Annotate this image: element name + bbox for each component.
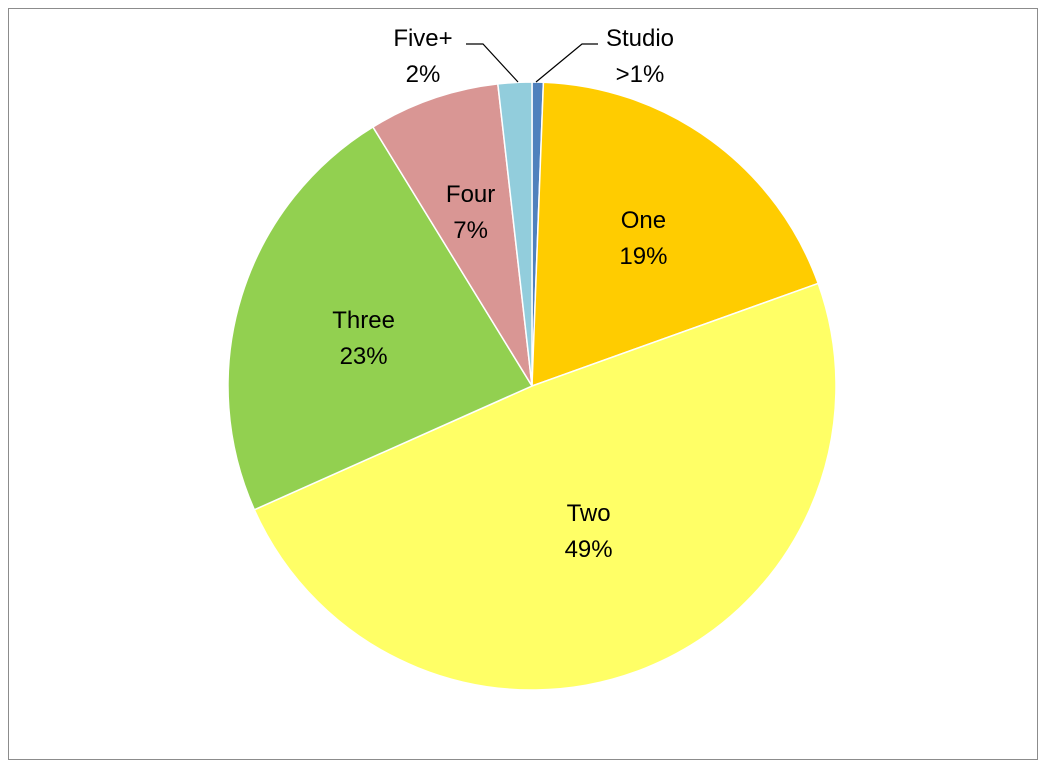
slice-label-name-one: One (621, 207, 666, 234)
slice-label-name-four: Four (446, 181, 495, 208)
slice-label-value-four: 7% (453, 217, 488, 244)
pie-slice-one (531, 81, 820, 388)
pie-slices (227, 81, 837, 691)
pie-labels: Studio >1% One 19% Two 49% Three 23% Four 7% Five+… (332, 25, 674, 563)
pie-slice-four (371, 83, 533, 387)
pie-slice-five (497, 81, 533, 387)
slice-label-name-three: Three (332, 307, 395, 334)
slice-label-value-five: 2% (406, 61, 441, 88)
slice-label-value-studio: >1% (616, 61, 665, 88)
pie-slice-two (253, 282, 837, 691)
leader-line-studio (535, 43, 598, 83)
leader-line-five (466, 43, 519, 83)
slice-label-name-two: Two (567, 500, 611, 527)
slice-label-value-two: 49% (565, 536, 613, 563)
callout-leaders (466, 43, 598, 83)
slice-label-value-three: 23% (340, 343, 388, 370)
slice-label-name-five: Five+ (393, 25, 452, 52)
slice-label-name-studio: Studio (606, 25, 674, 52)
slice-label-value-one: 19% (619, 243, 667, 270)
pie-slice-three (227, 125, 534, 511)
